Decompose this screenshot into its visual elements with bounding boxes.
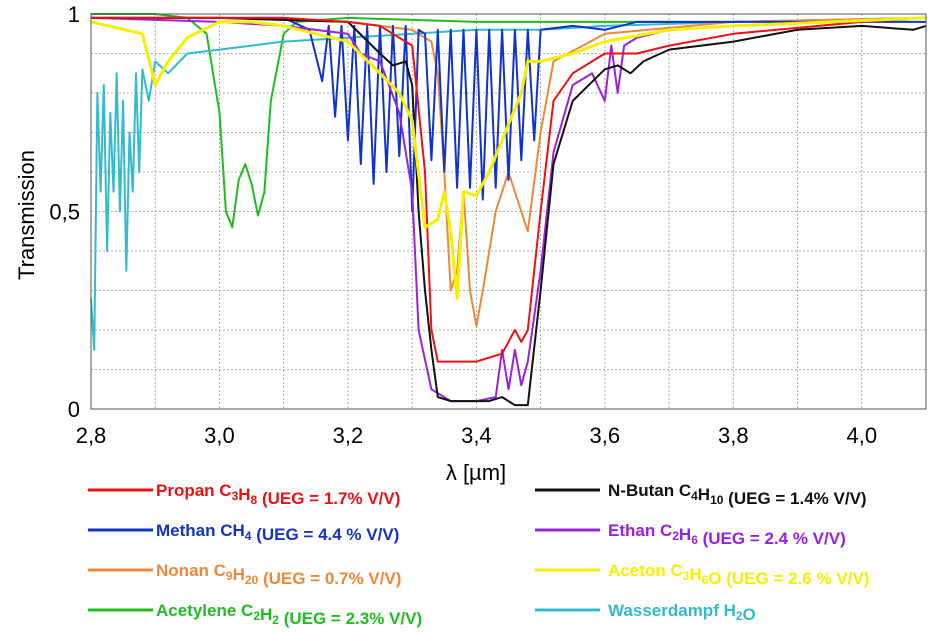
y-tick-label: 0 [68,397,80,422]
x-tick-label: 3,2 [333,423,364,448]
x-tick-label: 4,0 [846,423,877,448]
plot-frame [90,13,927,410]
series-line-n-butan [91,16,927,407]
x-axis-label: λ [µm] [446,460,506,485]
series-line-wasserdampf [90,16,927,351]
axes [90,13,927,410]
series-line-propan [91,16,927,363]
y-axis-label: Transmission [14,150,39,280]
series-line-ethan [90,16,927,403]
legend: Propan C3H8 (UEG = 1.7% V/V) N-Butan C4H1… [88,481,869,628]
series-line-aceton [90,16,927,300]
x-tick-label: 2,8 [76,423,107,448]
legend-label-nonan: Nonan C9H20 (UEG = 0.7% V/V) [156,561,401,588]
tick-labels: 2,8 3,0 3,2 3,4 3,6 3,8 4,0 0 0,5 1 [49,2,877,448]
x-tick-label: 3,6 [590,423,621,448]
legend-label-wasserdampf: Wasserdampf H2O [608,601,756,624]
legend-label-propan: Propan C3H8 (UEG = 1.7% V/V) [156,481,400,508]
series-lines [90,13,927,407]
x-tick-label: 3,4 [461,423,492,448]
y-tick-label: 1 [68,2,80,27]
legend-label-methan: Methan CH4 (UEG = 4.4 % V/V) [156,521,399,544]
legend-label-aceton: Aceton C3H6O (UEG = 2.6 % V/V) [608,561,869,588]
legend-label-n-butan: N-Butan C4H10 (UEG = 1.4% V/V) [608,481,867,508]
x-tick-label: 3,8 [718,423,749,448]
series-line-acetylene [91,13,927,229]
y-tick-label: 0,5 [49,200,80,225]
series-line-methan [91,16,926,213]
legend-label-acetylene: Acetylene C2H2 (UEG = 2.3% V/V) [156,601,422,628]
series-line-nonan [91,16,927,328]
legend-label-ethan: Ethan C2H6 (UEG = 2.4 % V/V) [608,521,846,548]
grid [90,14,927,409]
x-tick-label: 3,0 [204,423,235,448]
